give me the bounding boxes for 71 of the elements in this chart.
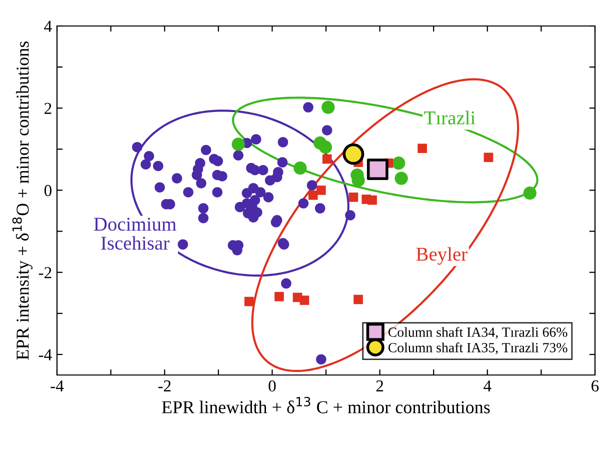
- point: [354, 294, 363, 304]
- point: [294, 161, 307, 175]
- point: [198, 213, 208, 224]
- point: [345, 210, 356, 220]
- point: [392, 156, 406, 170]
- point: [154, 182, 165, 193]
- point: [274, 292, 284, 302]
- point: [255, 187, 266, 198]
- point: [278, 137, 288, 148]
- point: [306, 180, 318, 190]
- point: [342, 143, 364, 165]
- point: [303, 102, 314, 112]
- point: [242, 188, 252, 198]
- point: [250, 134, 262, 144]
- point: [250, 194, 260, 206]
- point: [144, 151, 154, 162]
- text: Tırazli: [424, 110, 476, 124]
- point: [217, 171, 228, 182]
- y-tick-label: -4: [38, 349, 52, 360]
- point: [200, 144, 212, 156]
- point: [314, 203, 326, 214]
- point: [523, 186, 536, 200]
- point: [258, 164, 268, 176]
- point: [322, 100, 335, 114]
- point: [198, 203, 208, 214]
- y-tick-label: 0: [44, 184, 52, 196]
- point: [318, 140, 332, 154]
- point: [212, 156, 224, 166]
- point: [244, 296, 254, 306]
- point: [316, 354, 326, 365]
- point: [233, 150, 244, 160]
- point: [418, 144, 427, 154]
- point: [232, 138, 245, 151]
- point: [192, 170, 202, 180]
- point: [196, 178, 206, 188]
- x-tick-label: 2: [376, 380, 384, 392]
- x-tick-label: 0: [268, 380, 276, 392]
- point: [212, 187, 222, 198]
- point: [484, 152, 494, 162]
- point: [172, 173, 182, 184]
- y-tick-label: 2: [44, 102, 52, 114]
- point: [322, 154, 332, 164]
- point: [308, 190, 318, 200]
- x-tick-label: 6: [592, 380, 599, 392]
- x-tick-label: -2: [158, 380, 171, 392]
- y-tick-label: -2: [38, 267, 52, 278]
- point: [366, 158, 388, 180]
- point: [300, 296, 310, 305]
- point: [281, 278, 292, 289]
- point: [152, 160, 164, 172]
- point: [368, 195, 377, 205]
- point: [348, 192, 358, 202]
- point: [394, 172, 408, 185]
- point: [298, 198, 309, 209]
- point: [322, 125, 332, 136]
- point: [132, 142, 142, 152]
- x-axis-title: EPR linewidth + δ$^{13}$ C + minor contributions: [162, 396, 490, 414]
- y-tick-label: 4: [44, 20, 52, 32]
- point: [242, 208, 254, 218]
- point: [178, 239, 188, 250]
- legend-label: Column shaft IA34, Tırazli 66%: [388, 326, 568, 339]
- series-label: Docimium Iscehisar: [94, 218, 176, 250]
- legend-label: Column shaft IA35, Tırazli 73%: [388, 342, 568, 354]
- y-axis-title: EPR intensity + δ$^{18}$O + minor contributions: [12, 41, 32, 360]
- point: [263, 192, 274, 202]
- point: [277, 157, 288, 168]
- point: [183, 187, 194, 198]
- x-tick-label: 4: [484, 380, 492, 392]
- point: [140, 159, 151, 170]
- text: Beyler: [416, 247, 468, 265]
- point: [316, 186, 326, 195]
